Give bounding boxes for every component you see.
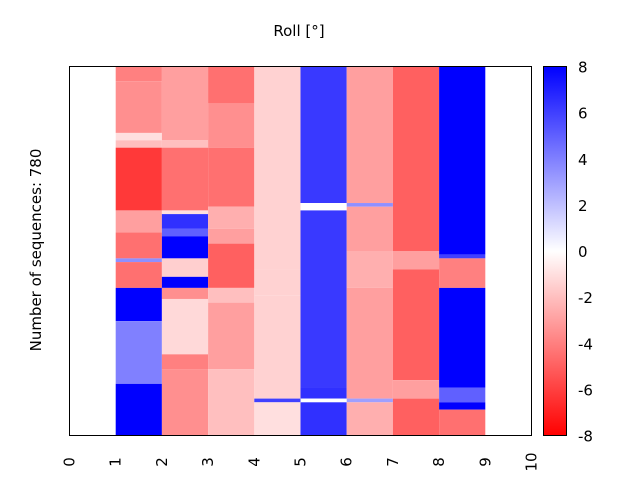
colorbar-tick-label: 2: [578, 197, 588, 215]
heatmap-cell: [161, 210, 209, 215]
heatmap-cell: [392, 269, 440, 381]
heatmap-cell: [208, 206, 255, 229]
heatmap-cell: [346, 398, 393, 403]
heatmap-cell: [439, 402, 486, 410]
heatmap-cell: [300, 398, 347, 403]
heatmap-cell: [208, 228, 255, 244]
heatmap-cell: [115, 232, 162, 259]
heatmap-cell: [115, 383, 162, 436]
plot-frame: [69, 66, 532, 436]
heatmap-cell: [161, 298, 209, 355]
x-tick-label: 9: [476, 457, 494, 467]
heatmap-cell: [161, 276, 209, 288]
heatmap-cell: [208, 66, 255, 104]
heatmap-cell: [254, 398, 301, 403]
colorbar: [543, 66, 567, 436]
heatmap-cell: [161, 140, 209, 148]
colorbar-tick-label: 0: [578, 243, 588, 261]
heatmap-cell: [300, 387, 347, 399]
heatmap-cell: [254, 402, 301, 436]
heatmap-cell: [300, 203, 347, 211]
heatmap-cell: [161, 236, 209, 259]
colorbar-tick-label: -2: [578, 289, 593, 307]
heatmap-cell: [346, 66, 393, 204]
heatmap-cell: [115, 262, 162, 288]
heatmap-cell: [115, 66, 162, 82]
chart-title: Roll [°]: [273, 22, 325, 40]
heatmap-cell: [115, 258, 162, 263]
heatmap-cell: [208, 103, 255, 148]
heatmap-cell: [346, 203, 393, 207]
colorbar-tick-label: -6: [578, 381, 593, 399]
colorbar-tick-label: 6: [578, 105, 588, 123]
heatmap-cell: [161, 258, 209, 277]
heatmap-cell: [161, 287, 209, 299]
heatmap-cell: [208, 243, 255, 288]
x-tick-label: 10: [523, 452, 541, 471]
heatmap-cell: [300, 66, 347, 204]
heatmap-cell: [161, 369, 209, 436]
heatmap-cell: [392, 380, 440, 399]
x-tick-label: 4: [245, 457, 263, 467]
colorbar-tick-labels: 8 6 4 2 0 -2 -4 -6 -8: [578, 59, 593, 446]
x-tick-label: 7: [384, 457, 402, 467]
heatmap-cell: [115, 321, 162, 384]
x-tick-label: 5: [292, 457, 310, 467]
heatmap-cell: [346, 251, 393, 288]
heatmap-cell: [346, 206, 393, 251]
heatmap-cell: [208, 147, 255, 207]
heatmap-cell: [300, 210, 347, 388]
heatmap-cell: [161, 214, 209, 229]
x-tick-label: 1: [107, 457, 125, 467]
heatmap-cell: [346, 402, 393, 436]
heatmap-cell: [161, 228, 209, 237]
colorbar-tick-label: 8: [578, 59, 588, 77]
heatmap-cell: [439, 287, 486, 388]
heatmap-cell: [439, 66, 486, 255]
heatmap-cell: [161, 147, 209, 211]
heatmap-cell: [254, 269, 301, 296]
heatmap-cell: [208, 302, 255, 370]
heatmap-cell: [392, 251, 440, 270]
heatmap-cells: [115, 66, 486, 436]
heatmap-cell: [439, 258, 486, 288]
heatmap-cell: [115, 132, 162, 141]
heatmap-cell: [300, 402, 347, 436]
x-tick-label: 3: [199, 457, 217, 467]
colorbar-tick-label: -8: [578, 428, 593, 446]
heatmap-cell: [392, 398, 440, 436]
heatmap-cell: [392, 66, 440, 251]
heatmap-cell: [115, 287, 162, 322]
heatmap-cell: [208, 287, 255, 303]
colorbar-tick-label: -4: [578, 335, 593, 353]
heatmap-cell: [115, 147, 162, 211]
heatmap-cell: [254, 66, 301, 270]
heatmap-cell: [115, 81, 162, 133]
x-tick-labels: 0 1 2 3 4 5 6 7 8 9 10: [61, 452, 541, 471]
x-tick-label: 2: [153, 457, 171, 467]
x-tick-label: 8: [430, 457, 448, 467]
x-tick-label: 0: [61, 457, 79, 467]
heatmap-cell: [161, 354, 209, 370]
heatmap-cell: [208, 369, 255, 436]
heatmap-cell: [439, 254, 486, 259]
heatmap-cell: [115, 210, 162, 233]
colorbar-tick-label: 4: [578, 151, 588, 169]
heatmap-cell: [161, 66, 209, 141]
heatmap-cell: [115, 140, 162, 148]
heatmap-cell: [439, 387, 486, 403]
heatmap-cell: [439, 409, 486, 436]
x-tick-label: 6: [338, 457, 356, 467]
heatmap-cell: [254, 295, 301, 399]
heatmap-cell: [346, 287, 393, 399]
